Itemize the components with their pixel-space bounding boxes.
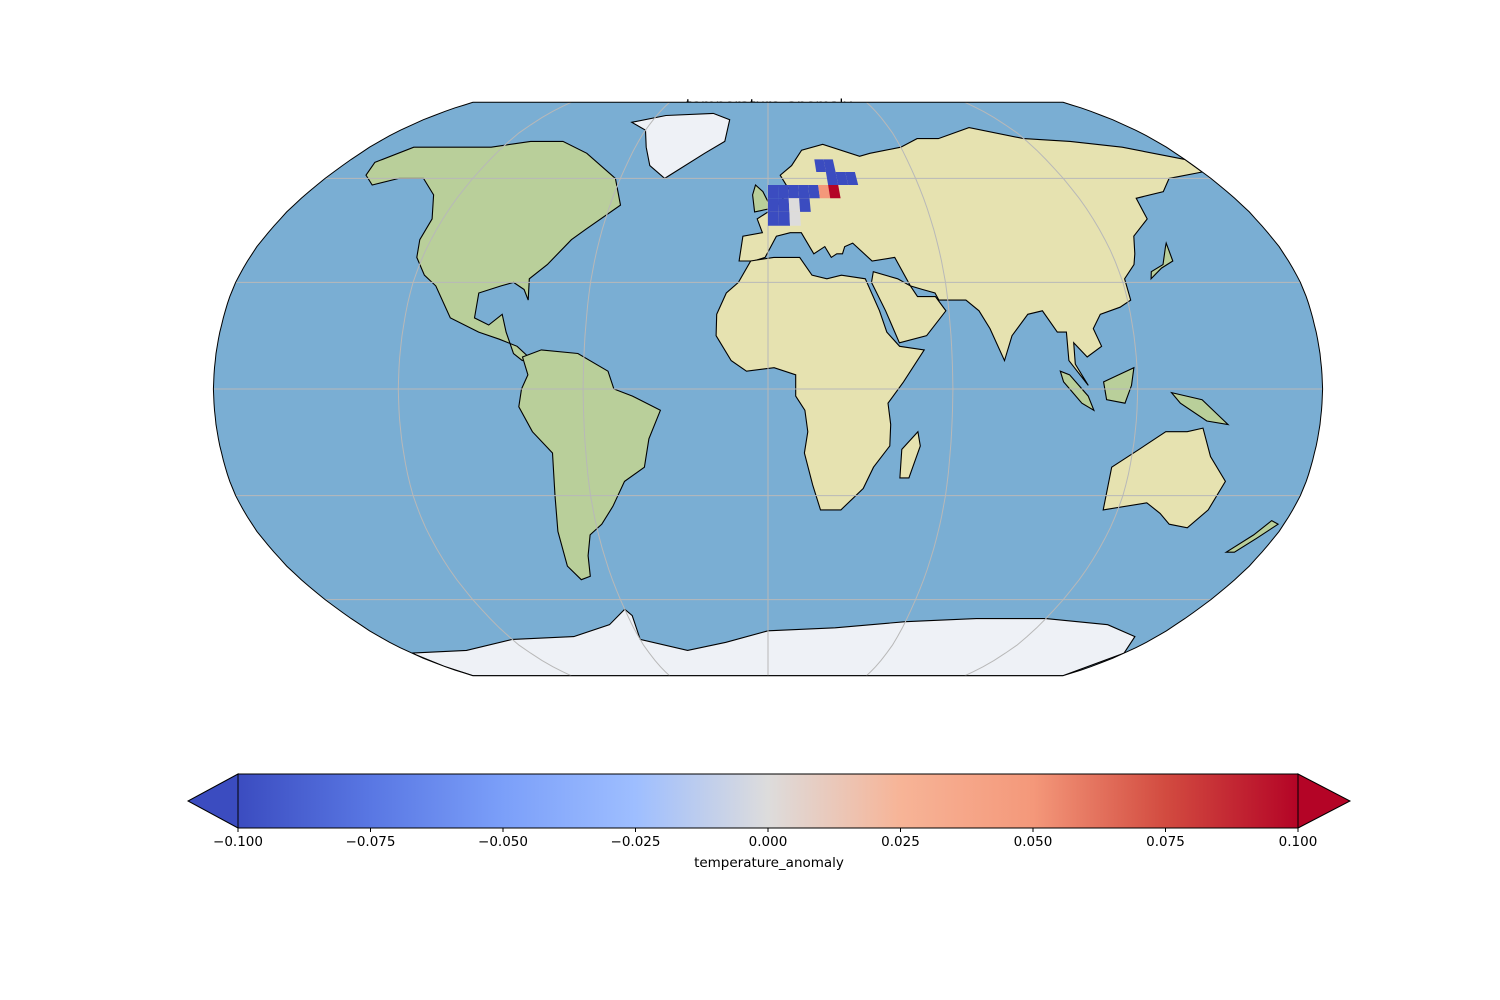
meridian-line <box>866 102 954 676</box>
anomaly-cell <box>788 185 800 199</box>
colorbar-ticks <box>237 828 1299 832</box>
anomaly-cell <box>798 185 810 199</box>
colorbar-tick-label: 0.025 <box>881 834 920 850</box>
anomaly-cell <box>823 159 836 172</box>
meridian-line <box>582 102 670 676</box>
meridian-line <box>397 102 572 676</box>
landmass-new-zealand <box>1224 519 1280 553</box>
colorbar-tick-label: −0.025 <box>610 834 661 850</box>
colorbar-tick-label: 0.100 <box>1278 834 1318 850</box>
anomaly-cell <box>778 198 790 212</box>
anomaly-cell <box>799 198 811 212</box>
anomaly-cell <box>845 172 859 185</box>
anomaly-cell <box>768 198 779 212</box>
globe-outline <box>212 101 1324 677</box>
landmass-north-america <box>365 140 622 362</box>
colorbar-label: temperature_anomaly <box>694 855 844 871</box>
graticule <box>213 102 1323 676</box>
landmass-eurasia <box>738 127 1204 386</box>
anomaly-cell <box>825 172 839 185</box>
colorbar-tick-label: 0.050 <box>1013 834 1053 850</box>
anomaly-cell <box>778 185 789 199</box>
landmass-madagascar <box>899 430 921 479</box>
anomaly-cell <box>768 211 779 226</box>
landmass-sumatra <box>1059 370 1096 412</box>
meridian-line <box>964 102 1139 676</box>
anomaly-cell <box>814 159 826 172</box>
landmass-borneo <box>1102 366 1135 404</box>
anomaly-cell <box>788 198 801 212</box>
colorbar-tick-label: −0.100 <box>213 834 263 850</box>
land-layer <box>365 112 1280 676</box>
landmass-arabia <box>870 270 947 344</box>
anomaly-cells <box>768 159 859 226</box>
anomaly-cell <box>778 211 790 226</box>
colorbar-tick-label: 0.000 <box>748 834 788 850</box>
anomaly-cell <box>828 185 841 199</box>
anomaly-cell <box>789 211 801 226</box>
colorbar-tick-label: −0.050 <box>478 834 528 850</box>
colorbar-tick-label: 0.075 <box>1146 834 1185 850</box>
colorbar-gradient <box>237 773 1299 829</box>
anomaly-cell <box>768 185 779 199</box>
colorbar-extend-low <box>186 773 239 829</box>
landmass-new-guinea <box>1170 391 1230 426</box>
anomaly-cell <box>808 185 820 199</box>
anomaly-cell <box>835 172 849 185</box>
landmass-antarctica <box>411 608 1136 676</box>
colorbar-extend-high <box>1297 773 1352 829</box>
landmass-japan <box>1150 241 1174 281</box>
colorbar-tick-label: −0.075 <box>345 834 396 850</box>
anomaly-cell <box>818 185 831 199</box>
